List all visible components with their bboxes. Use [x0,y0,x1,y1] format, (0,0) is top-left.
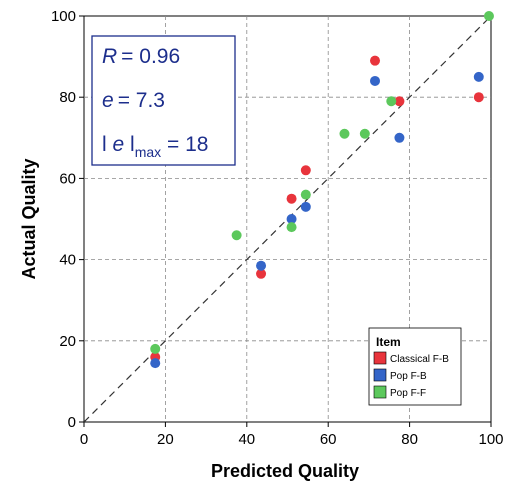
y-tick-label: 40 [59,252,76,269]
data-point [370,75,381,86]
stats-box: R = 0.96 e = 7.3 l e lmax = 18 [91,35,236,166]
data-point [394,96,405,107]
legend: Item Classical F-B Pop F-B Pop F-F [368,327,462,406]
x-tick-label: 80 [401,431,418,448]
data-point [473,71,484,82]
legend-label: Pop F-F [390,388,426,399]
legend-swatch [373,368,387,382]
data-point [300,189,311,200]
legend-items: Classical F-B Pop F-B Pop F-F [373,351,449,399]
data-point [286,222,297,233]
data-point [359,128,370,139]
x-axis-title: Predicted Quality [211,461,359,481]
y-tick-label: 100 [51,8,76,25]
data-point [370,55,381,66]
x-tick-label: 60 [320,431,337,448]
data-point [231,230,242,241]
data-point [256,260,267,271]
y-axis-ticks: 0 20 40 60 80 100 [51,8,84,431]
stat-e: e = 7.3 [102,89,165,112]
legend-title: Item [376,335,401,349]
stat-r: R = 0.96 [102,45,180,68]
y-axis-title: Actual Quality [19,158,39,279]
x-tick-label: 40 [238,431,255,448]
data-point [256,268,267,279]
y-tick-label: 80 [59,89,76,106]
x-tick-label: 20 [157,431,174,448]
data-point [150,358,161,369]
legend-swatch [373,351,387,365]
data-point [286,214,297,224]
y-tick-label: 0 [68,414,76,431]
legend-swatch [373,385,387,399]
legend-label: Pop F-B [390,371,427,382]
y-tick-label: 20 [59,333,76,350]
legend-label: Classical F-B [390,354,449,365]
data-point [473,92,484,103]
data-point [386,96,397,107]
data-point [483,11,494,21]
grid-lines [84,16,491,422]
stat-emax: l e lmax = 18 [102,133,208,160]
x-tick-label: 0 [80,431,88,448]
data-points [150,11,494,369]
x-axis-ticks: 0 20 40 60 80 100 [80,422,504,448]
x-tick-label: 100 [478,431,503,448]
stats-box-frame [91,35,236,166]
data-point [394,132,405,143]
y-tick-label: 60 [59,170,76,187]
data-point [339,128,350,139]
data-point [300,201,311,212]
data-point [150,343,161,354]
data-point [300,165,311,176]
data-point [286,193,297,204]
